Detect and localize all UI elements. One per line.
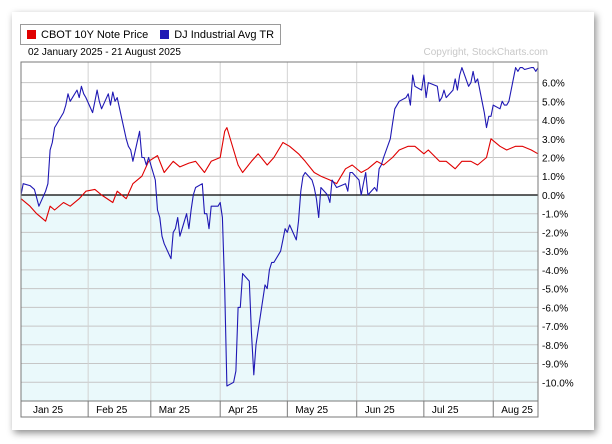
y-tick-label: 6.0% <box>542 79 565 90</box>
y-tick-label: 0.0% <box>542 191 565 202</box>
series-line-dj-industrial-avg-tr <box>20 67 539 387</box>
legend-swatch-cbot <box>27 30 36 39</box>
y-tick-label: -10.0% <box>542 378 574 389</box>
chart-frame: CBOT 10Y Note Price DJ Industrial Avg TR… <box>12 12 594 430</box>
legend-swatch-dji <box>160 30 170 39</box>
date-range-label: 02 January 2025 - 21 August 2025 <box>28 47 181 58</box>
y-tick-label: -2.0% <box>542 228 568 239</box>
legend-item-dji: DJ Industrial Avg TR <box>160 29 274 41</box>
x-tick-label: Feb 25 <box>96 405 128 416</box>
y-tick-label: 2.0% <box>542 154 565 165</box>
x-tick-label: Apr 25 <box>228 405 258 416</box>
y-tick-label: -8.0% <box>542 341 568 352</box>
legend-label-dji: DJ Industrial Avg TR <box>174 28 275 41</box>
y-tick-label: -6.0% <box>542 303 568 314</box>
y-tick-label: -1.0% <box>542 210 568 221</box>
x-tick-label: Aug 25 <box>501 405 533 416</box>
y-tick-label: 5.0% <box>542 97 565 108</box>
legend-label-cbot: CBOT 10Y Note Price <box>41 28 149 41</box>
x-tick-label: May 25 <box>295 405 328 416</box>
y-tick-label: -9.0% <box>542 360 568 371</box>
x-tick-label: Jun 25 <box>365 405 395 416</box>
chart-plot: 6.0% 5.0% 4.0% 3.0% 2.0% 1.0% 0.0% -1.0% -2.0% -3… <box>20 61 574 418</box>
series-line-cbot-10y-note <box>20 127 539 222</box>
legend-item-cbot: CBOT 10Y Note Price <box>27 29 148 41</box>
y-tick-label: -5.0% <box>542 285 568 296</box>
x-tick-label: Jan 25 <box>33 405 63 416</box>
negative-region-background <box>21 194 538 401</box>
y-tick-label: -7.0% <box>542 322 568 333</box>
y-tick-label: 1.0% <box>542 172 565 183</box>
x-tick-label: Jul 25 <box>432 405 459 416</box>
y-tick-label: 4.0% <box>542 116 565 127</box>
x-axis-band <box>20 400 539 418</box>
chart-legend: CBOT 10Y Note Price DJ Industrial Avg TR <box>20 24 282 45</box>
y-tick-label: 3.0% <box>542 135 565 146</box>
y-tick-label: -3.0% <box>542 247 568 258</box>
x-tick-label: Mar 25 <box>159 405 191 416</box>
y-tick-label: -4.0% <box>542 266 568 277</box>
copyright-watermark: Copyright, StockCharts.com <box>423 47 549 58</box>
